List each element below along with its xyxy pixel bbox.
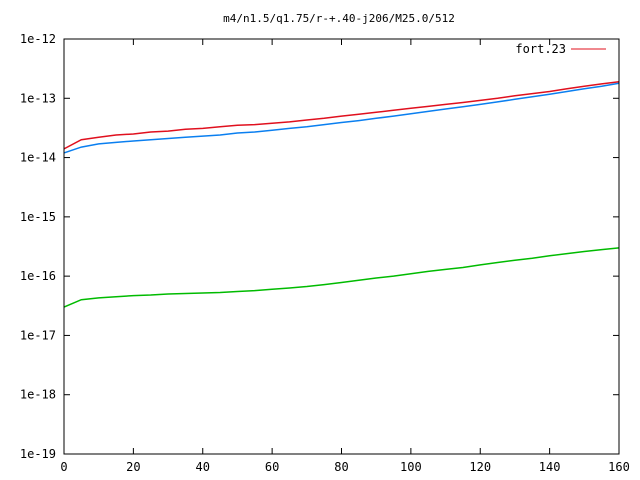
x-tick-label: 80 [334,460,348,474]
series-line-3 [63,247,620,308]
x-tick-label: 20 [126,460,140,474]
y-tick-label: 1e-17 [20,328,56,342]
x-tick-label: 0 [60,460,67,474]
y-tick-label: 1e-14 [20,151,56,165]
legend-label-fort-23: fort.23 [515,42,566,56]
x-tick-label: 60 [265,460,279,474]
x-tick-label: 40 [196,460,210,474]
chart-title: m4/n1.5/q1.75/r-+.40-j206/M25.0/512 [223,12,455,25]
y-tick-label: 1e-16 [20,269,56,283]
series-line-2 [63,82,620,154]
y-tick-label: 1e-13 [20,91,56,105]
x-tick-label: 160 [608,460,630,474]
x-tick-label: 120 [469,460,491,474]
series-layer [63,81,620,308]
y-tick-label: 1e-12 [20,32,56,46]
plot-frame [63,38,620,455]
axis-layer: 0 20 40 60 80 100 120 140 160 1e-19 1e-18 1e-17 1e-1… [20,32,630,474]
x-tick-label: 100 [400,460,422,474]
y-tick-label: 1e-15 [20,210,56,224]
series-line-1 [63,81,620,150]
y-tick-label: 1e-18 [20,388,56,402]
x-tick-label: 140 [539,460,561,474]
legend: fort.23 [515,42,606,56]
y-tick-label: 1e-19 [20,447,56,461]
